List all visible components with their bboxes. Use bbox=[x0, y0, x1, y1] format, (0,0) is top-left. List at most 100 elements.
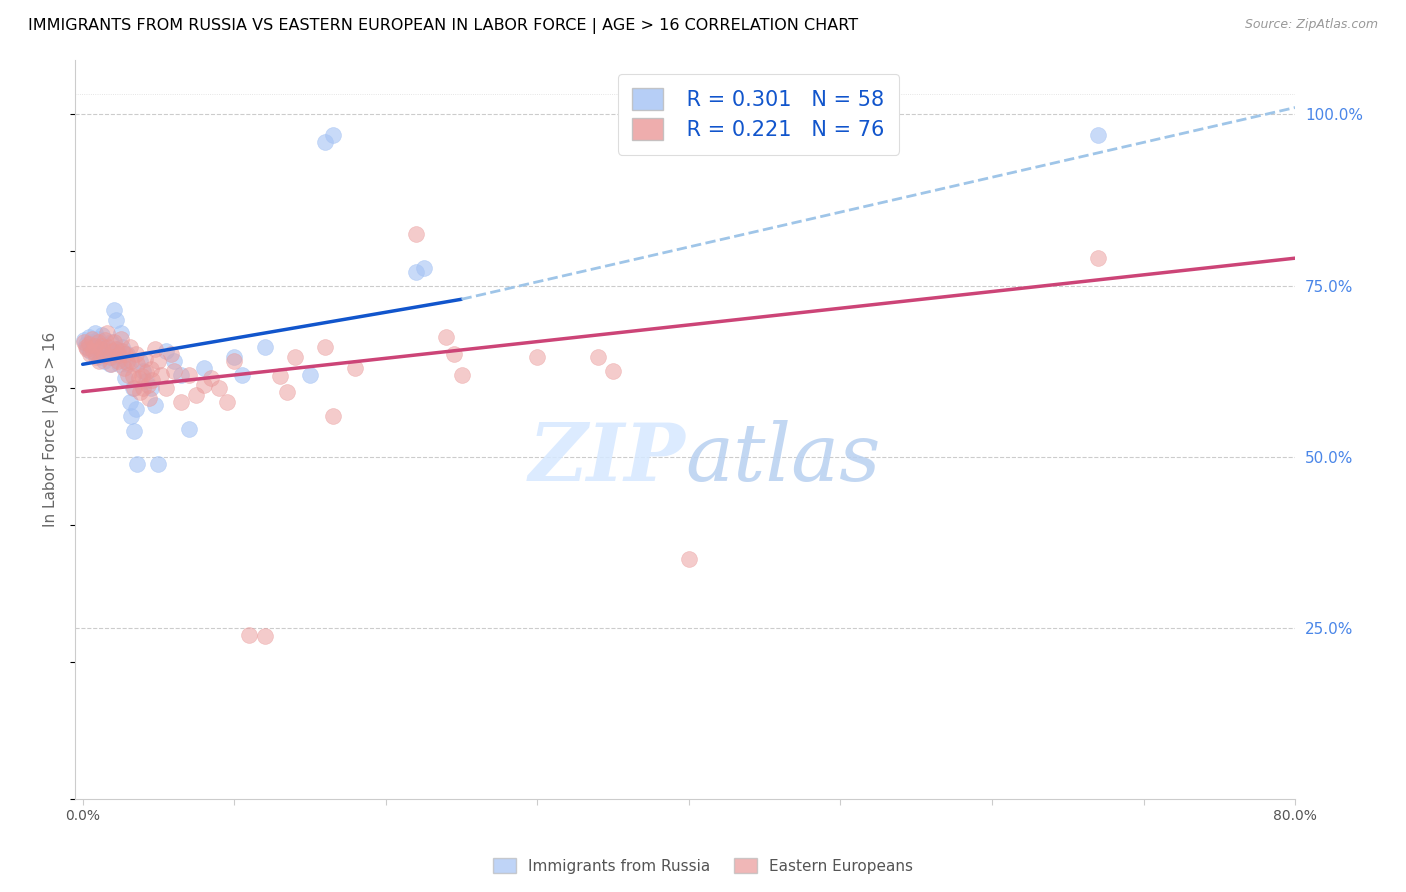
Point bbox=[120, 354, 142, 368]
Point bbox=[79, 347, 101, 361]
Point bbox=[114, 347, 136, 361]
Point bbox=[412, 261, 434, 276]
Point bbox=[108, 348, 131, 362]
Point bbox=[177, 422, 200, 436]
Point bbox=[132, 364, 155, 378]
Text: ZIP: ZIP bbox=[529, 420, 685, 498]
Point bbox=[77, 336, 100, 351]
Legend:  R = 0.301   N = 58,  R = 0.221   N = 76: R = 0.301 N = 58, R = 0.221 N = 76 bbox=[617, 74, 898, 154]
Point bbox=[200, 371, 222, 385]
Point bbox=[162, 364, 184, 378]
Point bbox=[94, 334, 117, 348]
Point bbox=[115, 355, 138, 369]
Point bbox=[75, 336, 97, 351]
Point bbox=[155, 381, 177, 395]
Point bbox=[103, 334, 125, 349]
Point bbox=[100, 334, 122, 349]
Point bbox=[89, 354, 111, 368]
Point bbox=[170, 395, 193, 409]
Point bbox=[75, 340, 97, 354]
Point bbox=[276, 384, 298, 399]
Point bbox=[215, 395, 238, 409]
Point bbox=[129, 384, 152, 399]
Point bbox=[97, 340, 120, 354]
Point bbox=[77, 330, 100, 344]
Point bbox=[231, 368, 253, 382]
Point bbox=[76, 342, 98, 356]
Point bbox=[90, 351, 112, 365]
Point bbox=[111, 340, 134, 354]
Point bbox=[84, 351, 107, 365]
Point bbox=[322, 409, 344, 423]
Point bbox=[162, 354, 184, 368]
Text: atlas: atlas bbox=[685, 420, 880, 498]
Point bbox=[121, 368, 143, 383]
Point bbox=[193, 360, 215, 375]
Point bbox=[170, 368, 193, 382]
Point bbox=[107, 354, 129, 368]
Point bbox=[145, 342, 167, 356]
Point bbox=[108, 357, 131, 371]
Point bbox=[1087, 128, 1109, 142]
Point bbox=[112, 354, 135, 368]
Point bbox=[83, 326, 105, 341]
Point bbox=[155, 343, 177, 358]
Point bbox=[125, 401, 148, 416]
Point bbox=[141, 373, 163, 387]
Legend: Immigrants from Russia, Eastern Europeans: Immigrants from Russia, Eastern European… bbox=[486, 852, 920, 880]
Point bbox=[94, 338, 117, 352]
Point bbox=[139, 381, 162, 395]
Point bbox=[83, 339, 105, 353]
Point bbox=[526, 351, 548, 365]
Point bbox=[101, 343, 124, 358]
Point bbox=[107, 342, 129, 356]
Point bbox=[100, 357, 122, 371]
Point bbox=[436, 330, 458, 344]
Point bbox=[405, 265, 427, 279]
Point bbox=[93, 354, 115, 368]
Point bbox=[103, 302, 125, 317]
Point bbox=[186, 388, 208, 402]
Point bbox=[450, 368, 472, 382]
Point bbox=[117, 357, 139, 371]
Point bbox=[1087, 251, 1109, 265]
Point bbox=[678, 552, 700, 566]
Point bbox=[122, 424, 145, 438]
Point bbox=[177, 368, 200, 382]
Point bbox=[224, 354, 246, 368]
Point bbox=[830, 135, 852, 149]
Point bbox=[98, 351, 121, 365]
Point bbox=[82, 343, 104, 358]
Point bbox=[322, 128, 344, 142]
Point bbox=[314, 340, 336, 354]
Point bbox=[224, 351, 246, 365]
Point bbox=[159, 347, 181, 361]
Point bbox=[139, 362, 162, 376]
Point bbox=[138, 391, 160, 405]
Point bbox=[127, 457, 149, 471]
Point bbox=[122, 381, 145, 395]
Point bbox=[97, 348, 120, 362]
Point bbox=[150, 368, 173, 382]
Point bbox=[134, 352, 156, 367]
Point bbox=[127, 357, 149, 371]
Point bbox=[96, 326, 118, 341]
Point bbox=[84, 347, 107, 361]
Y-axis label: In Labor Force | Age > 16: In Labor Force | Age > 16 bbox=[44, 332, 59, 527]
Point bbox=[110, 332, 132, 346]
Point bbox=[135, 365, 157, 379]
Point bbox=[114, 371, 136, 385]
Point bbox=[76, 340, 98, 354]
Point bbox=[193, 377, 215, 392]
Point bbox=[91, 327, 114, 342]
Point bbox=[405, 227, 427, 242]
Point bbox=[73, 334, 96, 348]
Point bbox=[120, 409, 142, 423]
Point bbox=[586, 351, 609, 365]
Point bbox=[121, 381, 143, 395]
Point bbox=[344, 360, 367, 375]
Point bbox=[110, 326, 132, 341]
Point bbox=[87, 334, 110, 349]
Point bbox=[87, 332, 110, 346]
Point bbox=[129, 354, 152, 368]
